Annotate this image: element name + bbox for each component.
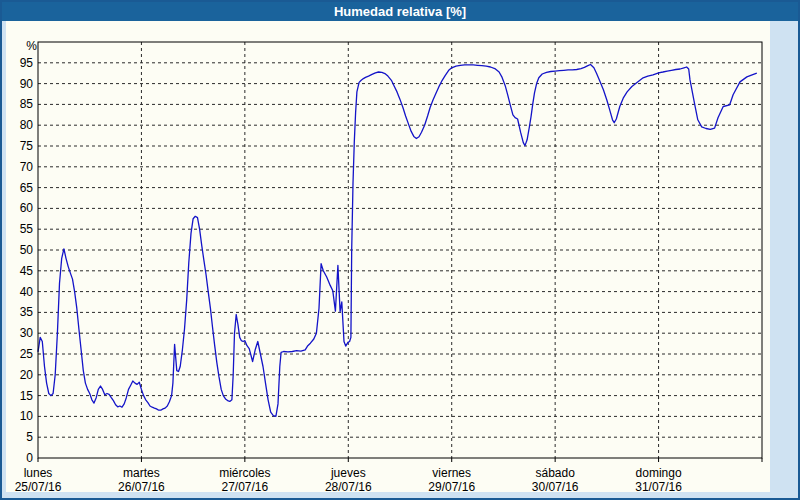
x-day-label: sábado [535, 466, 575, 480]
x-date-label: 29/07/16 [428, 480, 475, 494]
y-tick-label: 20 [20, 368, 34, 382]
y-tick-label: 65 [20, 181, 34, 195]
x-date-label: 28/07/16 [325, 480, 372, 494]
chart-panel [6, 21, 770, 492]
x-day-label: jueves [330, 466, 366, 480]
y-tick-label: 0 [26, 451, 33, 465]
humidity-chart: Humedad relativa [%] 0 5 10 15 20 25 30 35 40 45 5… [0, 0, 800, 500]
x-date-label: 25/07/16 [15, 480, 62, 494]
x-day-label: miércoles [219, 466, 270, 480]
y-tick-label: 80 [20, 118, 34, 132]
x-date-label: 26/07/16 [118, 480, 165, 494]
y-tick-label: 95 [20, 56, 34, 70]
x-date-label: 27/07/16 [221, 480, 268, 494]
x-day-label: domingo [636, 466, 682, 480]
y-tick-label: 15 [20, 389, 34, 403]
x-date-label: 30/07/16 [532, 480, 579, 494]
y-tick-label: 60 [20, 201, 34, 215]
y-tick-label: 40 [20, 285, 34, 299]
y-tick-label: 35 [20, 305, 34, 319]
window-title: Humedad relativa [%] [334, 4, 466, 19]
y-tick-label: 50 [20, 243, 34, 257]
y-tick-label: 10 [20, 409, 34, 423]
x-day-label: lunes [24, 466, 53, 480]
x-date-label: 31/07/16 [635, 480, 682, 494]
y-tick-label: 70 [20, 160, 34, 174]
y-tick-label: 55 [20, 222, 34, 236]
y-tick-label: 90 [20, 77, 34, 91]
y-tick-label: 5 [26, 430, 33, 444]
x-day-label: martes [123, 466, 160, 480]
chart-window: Humedad relativa [%] 0 5 10 15 20 25 30 35 40 45 5… [0, 0, 800, 500]
y-tick-label: 85 [20, 97, 34, 111]
y-axis-unit-label: % [26, 39, 37, 53]
x-day-label: viernes [432, 466, 471, 480]
y-tick-label: 75 [20, 139, 34, 153]
y-tick-label: 25 [20, 347, 34, 361]
y-tick-label: 30 [20, 326, 34, 340]
y-tick-label: 45 [20, 264, 34, 278]
